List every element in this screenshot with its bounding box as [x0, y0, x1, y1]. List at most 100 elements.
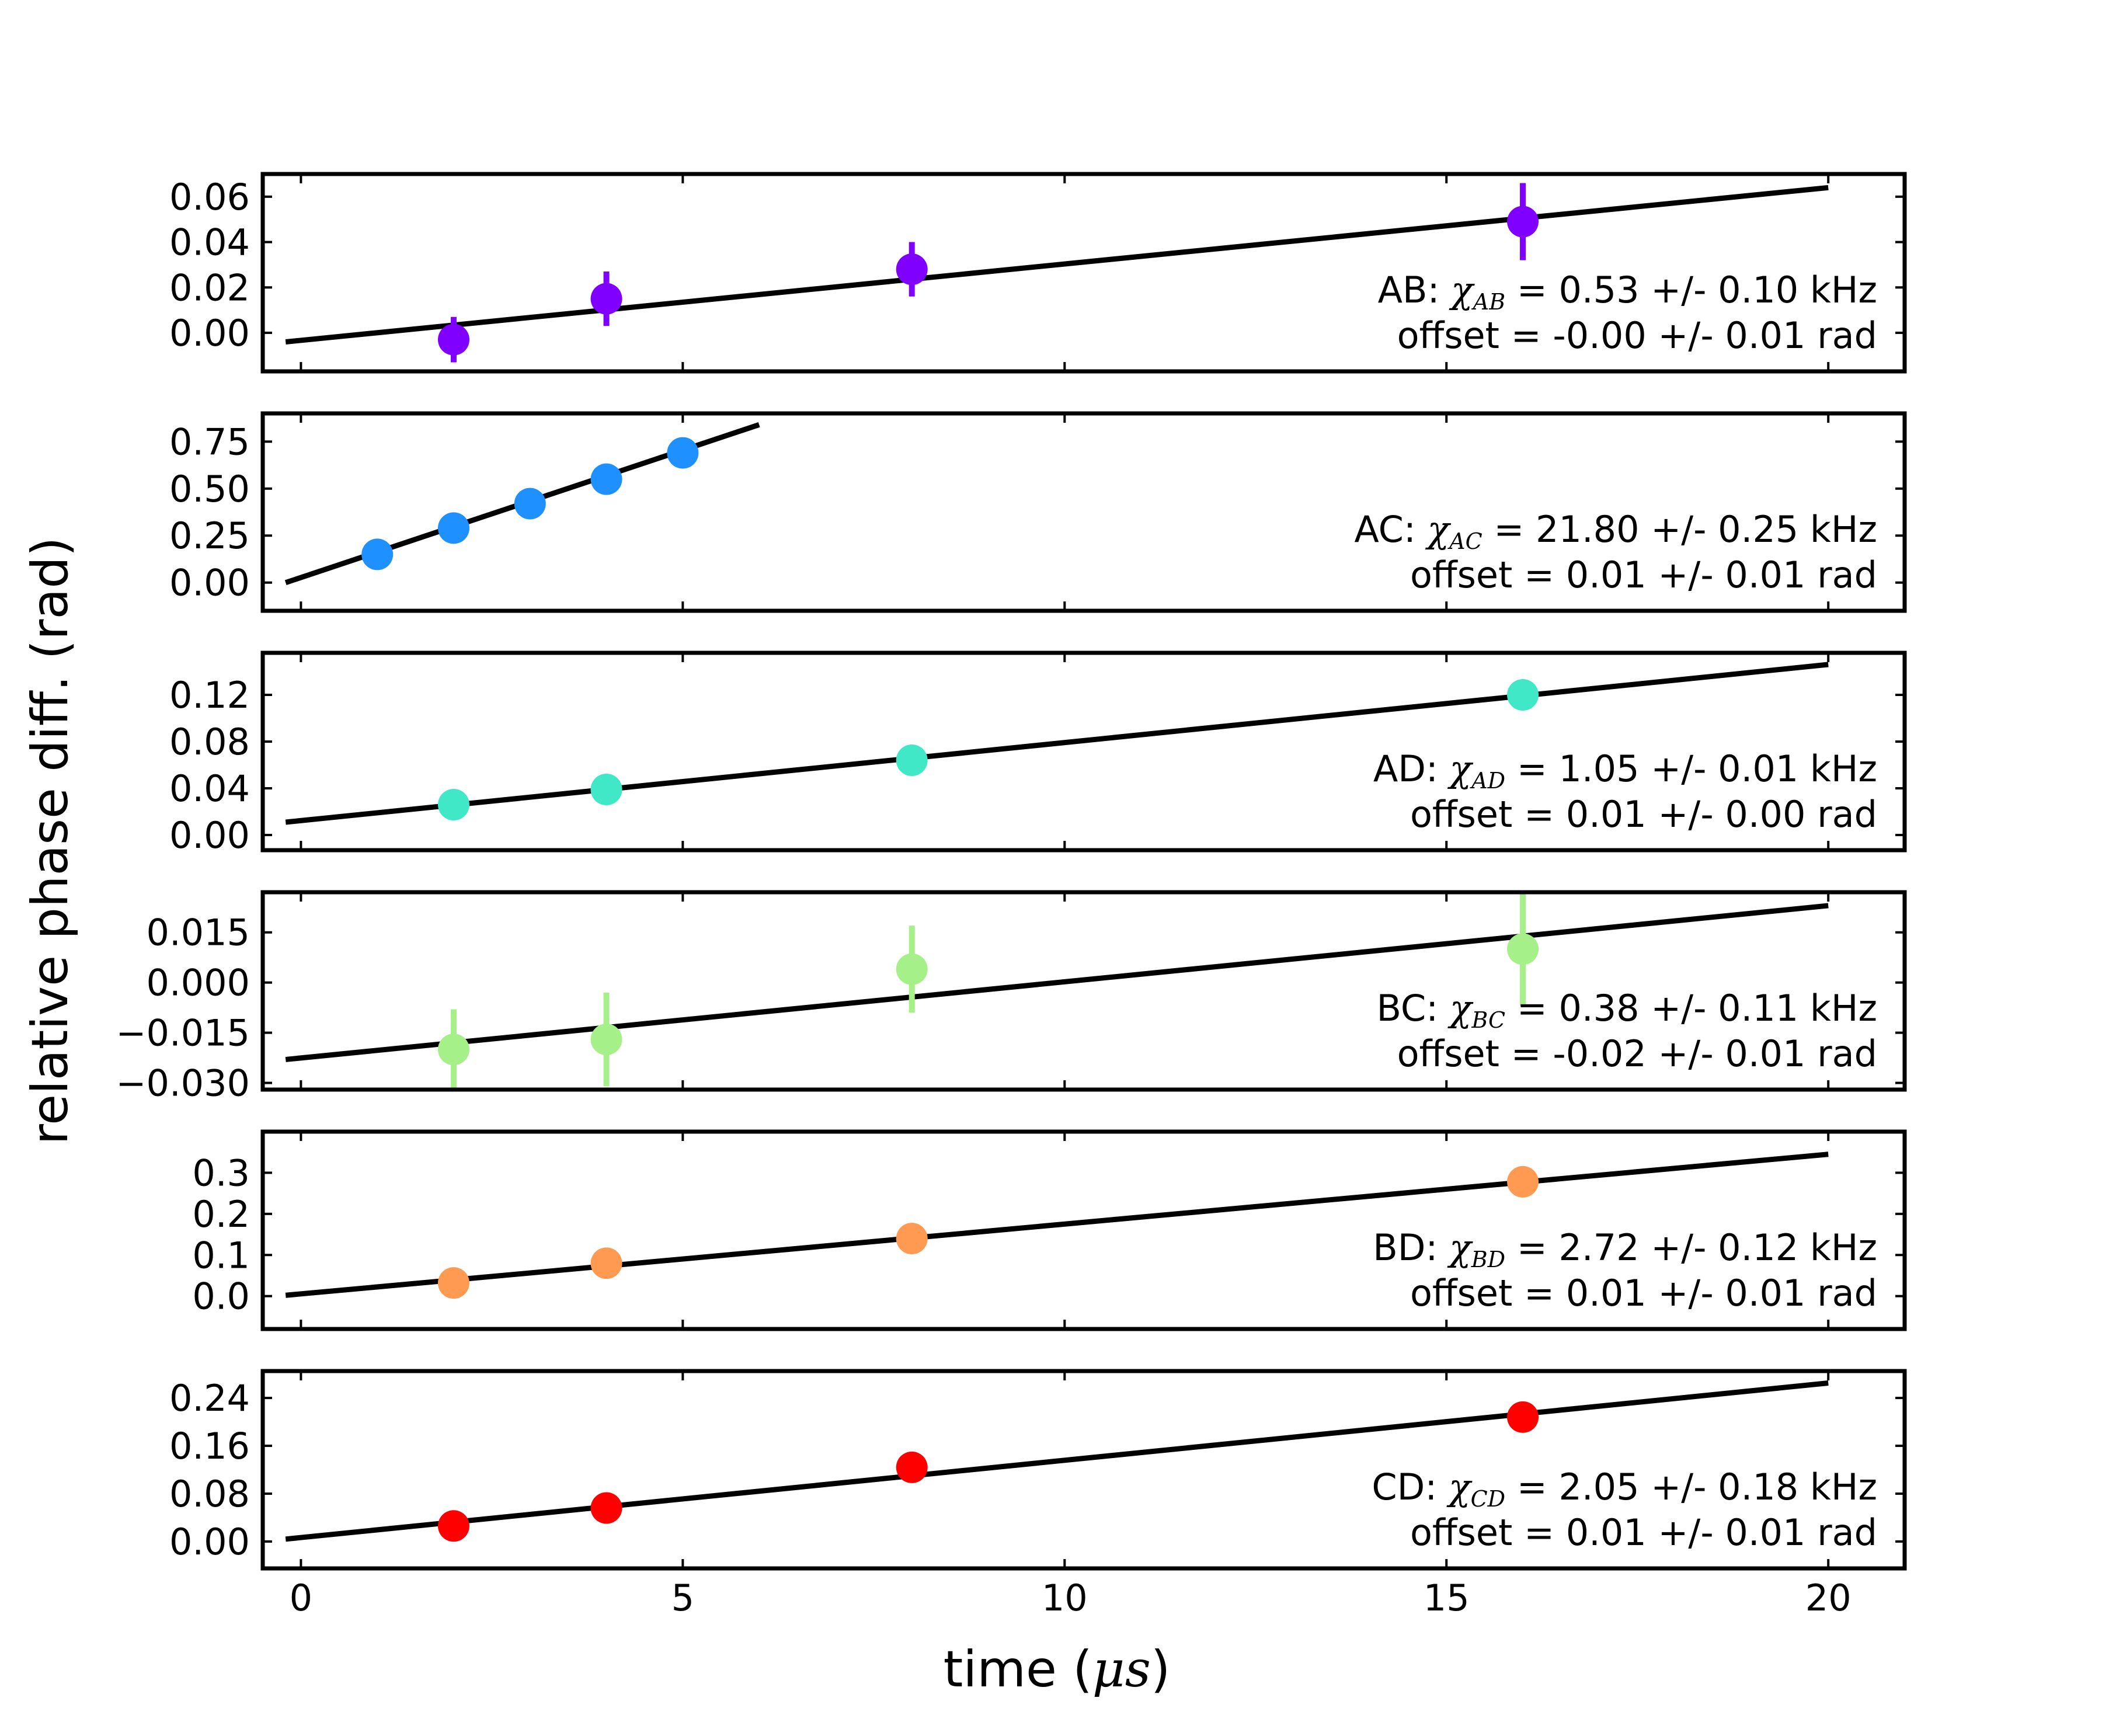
fit-line	[285, 662, 1829, 825]
fit-pair-label: AB:	[1378, 269, 1452, 311]
x-tick-label: 15	[1424, 1577, 1470, 1619]
fit-result-offset: offset = 0.01 +/- 0.01 rad	[1410, 1272, 1877, 1314]
subplot-frame	[260, 172, 1907, 374]
subplot-ad: 0.000.040.08 0.12 AD: χAD = 1.05 +/- 0.01 …	[169, 650, 1907, 857]
subplot-ab: 0.000.020.040.06 AB: χAB = 0.53 +/- 0.10 …	[169, 172, 1907, 374]
data-point	[1507, 1401, 1539, 1433]
chi-symbol: χ	[1447, 747, 1474, 790]
x-axis-label-unit: μs	[1092, 1640, 1151, 1699]
data-point	[514, 488, 546, 520]
fit-line	[285, 903, 1829, 1062]
fit-result-offset: offset = 0.01 +/- 0.01 rad	[1410, 1511, 1877, 1554]
subplot-frame	[260, 1129, 1907, 1331]
data-point	[437, 789, 469, 820]
chi-subscript: AD	[1470, 768, 1505, 794]
y-tick-label: 0.06	[169, 176, 250, 218]
data-point	[590, 1024, 622, 1056]
data-point	[1507, 1166, 1539, 1198]
y-tick-label: 0.25	[169, 514, 250, 557]
x-axis-label: time (μs)	[944, 1640, 1171, 1699]
fit-pair-label: AC:	[1354, 508, 1427, 551]
data-point	[590, 283, 622, 315]
data-point	[1507, 679, 1539, 711]
y-tick-label: 0.02	[169, 266, 250, 309]
chi-symbol: χ	[1447, 1226, 1473, 1269]
y-tick-label: 0.16	[169, 1425, 250, 1467]
chi-symbol: χ	[1446, 1466, 1473, 1508]
chi-subscript: BC	[1471, 1007, 1505, 1033]
subplot-frame	[260, 650, 1907, 853]
chi-value: = 2.05 +/- 0.18 kHz	[1505, 1466, 1877, 1508]
fit-pair-label: BD:	[1373, 1226, 1449, 1269]
y-tick-label: 0.50	[169, 468, 250, 510]
fit-result-offset: offset = -0.00 +/- 0.01 rad	[1397, 314, 1877, 357]
fit-pair-label: AD:	[1373, 747, 1450, 790]
subplot-frame	[260, 1369, 1907, 1571]
y-tick-label: 0.0	[192, 1275, 250, 1318]
chi-value: = 0.38 +/- 0.11 kHz	[1505, 987, 1877, 1029]
y-tick-label: −0.015	[116, 1012, 250, 1055]
fit-pair-label: CD:	[1372, 1466, 1449, 1508]
data-point	[437, 1034, 469, 1066]
fit-pair-label: BC:	[1376, 987, 1449, 1029]
y-tick-label: 0.75	[169, 420, 250, 463]
subplot-bd: 0.00.10.20.3 BD: χBD = 2.72 +/- 0.12 kHzo…	[192, 1129, 1907, 1331]
y-tick-label: −0.030	[116, 1062, 250, 1105]
chi-value: = 1.05 +/- 0.01 kHz	[1505, 747, 1877, 790]
y-tick-label: 0.24	[169, 1377, 250, 1420]
chi-symbol: χ	[1425, 508, 1452, 551]
y-tick-label: 0.04	[169, 221, 250, 264]
y-tick-label: 0.2	[192, 1193, 250, 1236]
fit-line	[285, 185, 1829, 345]
subplot-ac: 0.00 0.250.50 0.75 AC: χAC = 21.80 +/- 0.25…	[169, 411, 1907, 613]
data-point	[1507, 206, 1539, 238]
chi-value: = 0.53 +/- 0.10 kHz	[1505, 269, 1877, 311]
chi-subscript: BD	[1471, 1247, 1505, 1272]
y-tick-label: 0.08	[169, 721, 250, 763]
y-tick-label: 0.000	[147, 962, 250, 1004]
chi-subscript: CD	[1471, 1486, 1506, 1512]
data-point	[1507, 933, 1539, 965]
x-tick-label: 0	[290, 1577, 312, 1619]
data-point	[361, 538, 394, 570]
data-point	[667, 437, 699, 469]
data-point	[590, 1492, 622, 1524]
data-point	[437, 512, 469, 544]
data-point	[437, 1510, 469, 1542]
data-point	[896, 1451, 928, 1483]
chi-subscript: AB	[1471, 289, 1505, 315]
chi-value: = 21.80 +/- 0.25 kHz	[1482, 508, 1877, 551]
fit-result-offset: offset = 0.01 +/- 0.00 rad	[1410, 793, 1877, 836]
y-tick-label: 0.3	[192, 1151, 250, 1194]
data-point	[590, 774, 622, 805]
x-tick-label: 20	[1805, 1577, 1852, 1619]
y-tick-label: 0.1	[192, 1234, 250, 1276]
y-tick-label: 0.015	[147, 912, 250, 954]
y-tick-label: 0.00	[169, 312, 250, 354]
chi-symbol: χ	[1449, 269, 1475, 311]
fit-result-chi: BD: χBD = 2.72 +/- 0.12 kHz	[1373, 1226, 1877, 1272]
subplot-frame	[260, 411, 1907, 613]
data-point	[896, 745, 928, 776]
fit-result-chi: BC: χBC = 0.38 +/- 0.11 kHz	[1376, 987, 1877, 1033]
y-tick-label: 0.00	[169, 562, 250, 604]
y-tick-label: 0.04	[169, 767, 250, 810]
data-point	[437, 1267, 469, 1299]
data-point	[896, 253, 928, 286]
chi-symbol: χ	[1447, 987, 1474, 1029]
fit-result-offset: offset = -0.02 +/- 0.01 rad	[1397, 1032, 1877, 1075]
fit-result-offset: offset = 0.01 +/- 0.01 rad	[1410, 554, 1877, 596]
x-tick-label: 10	[1042, 1577, 1088, 1619]
fit-result-chi: AD: χAD = 1.05 +/- 0.01 kHz	[1373, 747, 1877, 794]
subplot-bc: −0.030 −0.015 0.000 0.015 BC: χBC = 0.38 +/-…	[116, 890, 1907, 1105]
y-tick-label: 0.00	[169, 1521, 250, 1563]
chi-value: = 2.72 +/- 0.12 kHz	[1505, 1226, 1877, 1269]
subplot-frame	[260, 890, 1907, 1092]
y-tick-label: 0.12	[169, 674, 250, 716]
y-tick-label: 0.00	[169, 814, 250, 857]
x-axis-label-suffix: )	[1151, 1640, 1171, 1699]
fit-result-chi: CD: χCD = 2.05 +/- 0.18 kHz	[1372, 1466, 1877, 1512]
data-point	[437, 323, 469, 356]
